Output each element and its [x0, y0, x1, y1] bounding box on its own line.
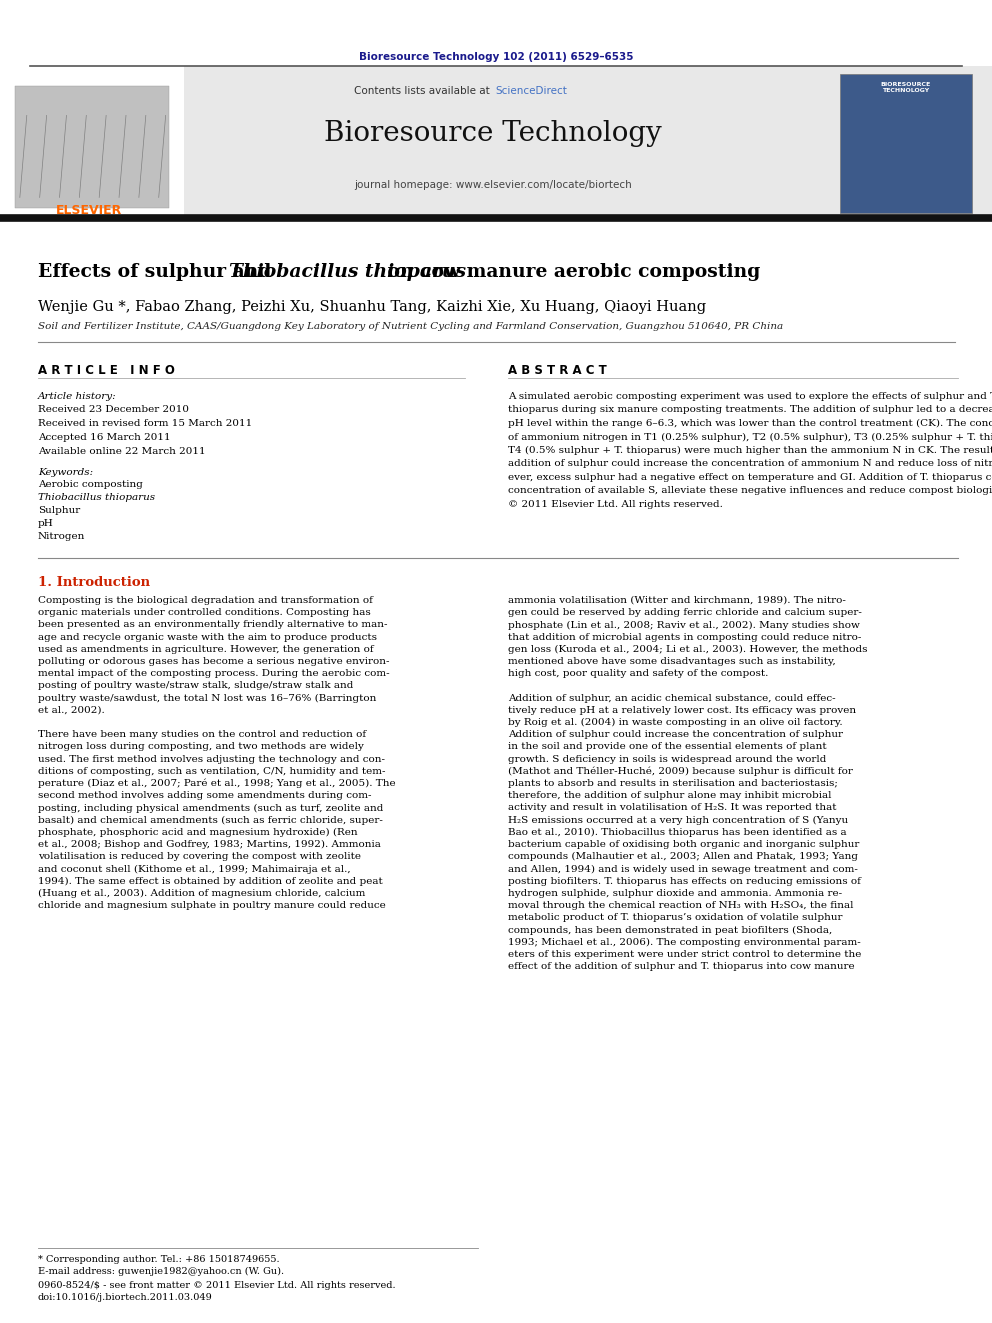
Text: tively reduce pH at a relatively lower cost. Its efficacy was proven: tively reduce pH at a relatively lower c… — [508, 705, 856, 714]
Text: Bioresource Technology 102 (2011) 6529–6535: Bioresource Technology 102 (2011) 6529–6… — [359, 52, 633, 62]
Text: concentration of available S, alleviate these negative influences and reduce com: concentration of available S, alleviate … — [508, 487, 992, 496]
Text: used as amendments in agriculture. However, the generation of: used as amendments in agriculture. Howev… — [38, 644, 374, 654]
Text: Soil and Fertilizer Institute, CAAS/Guangdong Key Laboratory of Nutrient Cycling: Soil and Fertilizer Institute, CAAS/Guan… — [38, 321, 783, 331]
Text: Sulphur: Sulphur — [38, 505, 80, 515]
Text: hydrogen sulphide, sulphur dioxide and ammonia. Ammonia re-: hydrogen sulphide, sulphur dioxide and a… — [508, 889, 842, 898]
Text: A R T I C L E   I N F O: A R T I C L E I N F O — [38, 364, 175, 377]
Text: of ammonium nitrogen in T1 (0.25% sulphur), T2 (0.5% sulphur), T3 (0.25% sulphur: of ammonium nitrogen in T1 (0.25% sulphu… — [508, 433, 992, 442]
Text: (Huang et al., 2003). Addition of magnesium chloride, calcium: (Huang et al., 2003). Addition of magnes… — [38, 889, 365, 898]
Text: Composting is the biological degradation and transformation of: Composting is the biological degradation… — [38, 595, 373, 605]
Text: Nitrogen: Nitrogen — [38, 532, 85, 541]
Text: There have been many studies on the control and reduction of: There have been many studies on the cont… — [38, 730, 366, 740]
Text: on cow manure aerobic composting: on cow manure aerobic composting — [381, 263, 761, 280]
Text: Bao et al., 2010). Thiobacillus thioparus has been identified as a: Bao et al., 2010). Thiobacillus thioparu… — [508, 828, 846, 837]
Text: effect of the addition of sulphur and T. thioparus into cow manure: effect of the addition of sulphur and T.… — [508, 962, 855, 971]
Text: bacterium capable of oxidising both organic and inorganic sulphur: bacterium capable of oxidising both orga… — [508, 840, 859, 849]
Text: et al., 2008; Bishop and Godfrey, 1983; Martins, 1992). Ammonia: et al., 2008; Bishop and Godfrey, 1983; … — [38, 840, 381, 849]
Text: been presented as an environmentally friendly alternative to man-: been presented as an environmentally fri… — [38, 620, 388, 630]
Text: E-mail address: guwenjie1982@yahoo.cn (W. Gu).: E-mail address: guwenjie1982@yahoo.cn (W… — [38, 1267, 284, 1277]
Text: Addition of sulphur could increase the concentration of sulphur: Addition of sulphur could increase the c… — [508, 730, 843, 740]
Text: compounds (Malhautier et al., 2003; Allen and Phatak, 1993; Yang: compounds (Malhautier et al., 2003; Alle… — [508, 852, 858, 861]
Text: growth. S deficiency in soils is widespread around the world: growth. S deficiency in soils is widespr… — [508, 754, 826, 763]
Text: compounds, has been demonstrated in peat biofilters (Shoda,: compounds, has been demonstrated in peat… — [508, 925, 832, 934]
Text: Contents lists available at: Contents lists available at — [354, 86, 493, 97]
Text: Wenjie Gu *, Fabao Zhang, Peizhi Xu, Shuanhu Tang, Kaizhi Xie, Xu Huang, Qiaoyi : Wenjie Gu *, Fabao Zhang, Peizhi Xu, Shu… — [38, 300, 706, 314]
Text: activity and result in volatilisation of H₂S. It was reported that: activity and result in volatilisation of… — [508, 803, 836, 812]
Text: * Corresponding author. Tel.: +86 15018749655.: * Corresponding author. Tel.: +86 150187… — [38, 1256, 280, 1263]
Text: poultry waste/sawdust, the total N lost was 16–76% (Barrington: poultry waste/sawdust, the total N lost … — [38, 693, 376, 703]
Text: plants to absorb and results in sterilisation and bacteriostasis;: plants to absorb and results in sterilis… — [508, 779, 838, 789]
Text: volatilisation is reduced by covering the compost with zeolite: volatilisation is reduced by covering th… — [38, 852, 361, 861]
Text: ammonia volatilisation (Witter and kirchmann, 1989). The nitro-: ammonia volatilisation (Witter and kirch… — [508, 595, 846, 605]
Bar — [840, 74, 972, 213]
Text: Received 23 December 2010: Received 23 December 2010 — [38, 405, 189, 414]
Text: pH: pH — [38, 519, 54, 528]
Text: pH level within the range 6–6.3, which was lower than the control treatment (CK): pH level within the range 6–6.3, which w… — [508, 419, 992, 429]
Text: mentioned above have some disadvantages such as instability,: mentioned above have some disadvantages … — [508, 658, 835, 665]
Text: (Mathot and Théller-Huché, 2009) because sulphur is difficult for: (Mathot and Théller-Huché, 2009) because… — [508, 767, 853, 777]
Text: Thiobacillus thioparus: Thiobacillus thioparus — [229, 263, 466, 280]
Text: metabolic product of T. thioparus’s oxidation of volatile sulphur: metabolic product of T. thioparus’s oxid… — [508, 913, 842, 922]
Text: gen could be reserved by adding ferric chloride and calcium super-: gen could be reserved by adding ferric c… — [508, 609, 862, 618]
Text: ditions of composting, such as ventilation, C/N, humidity and tem-: ditions of composting, such as ventilati… — [38, 767, 386, 775]
Text: journal homepage: www.elsevier.com/locate/biortech: journal homepage: www.elsevier.com/locat… — [354, 180, 632, 191]
Text: Article history:: Article history: — [38, 392, 117, 401]
Text: perature (Diaz et al., 2007; Paré et al., 1998; Yang et al., 2005). The: perature (Diaz et al., 2007; Paré et al.… — [38, 779, 396, 789]
Text: et al., 2002).: et al., 2002). — [38, 705, 105, 714]
Text: chloride and magnesium sulphate in poultry manure could reduce: chloride and magnesium sulphate in poult… — [38, 901, 386, 910]
Text: Bioresource Technology: Bioresource Technology — [324, 120, 662, 147]
Text: ever, excess sulphur had a negative effect on temperature and GI. Addition of T.: ever, excess sulphur had a negative effe… — [508, 474, 992, 482]
Text: polluting or odorous gases has become a serious negative environ-: polluting or odorous gases has become a … — [38, 658, 390, 665]
Text: A B S T R A C T: A B S T R A C T — [508, 364, 607, 377]
Text: organic materials under controlled conditions. Composting has: organic materials under controlled condi… — [38, 609, 371, 618]
Text: gen loss (Kuroda et al., 2004; Li et al., 2003). However, the methods: gen loss (Kuroda et al., 2004; Li et al.… — [508, 644, 867, 654]
Text: Received in revised form 15 March 2011: Received in revised form 15 March 2011 — [38, 419, 252, 429]
Text: Aerobic composting: Aerobic composting — [38, 480, 143, 490]
Text: addition of sulphur could increase the concentration of ammonium N and reduce lo: addition of sulphur could increase the c… — [508, 459, 992, 468]
Text: Thiobacillus thioparus: Thiobacillus thioparus — [38, 493, 155, 501]
Text: high cost, poor quality and safety of the compost.: high cost, poor quality and safety of th… — [508, 669, 769, 679]
Text: thioparus during six manure composting treatments. The addition of sulphur led t: thioparus during six manure composting t… — [508, 406, 992, 414]
Text: by Roig et al. (2004) in waste composting in an olive oil factory.: by Roig et al. (2004) in waste compostin… — [508, 718, 842, 728]
Text: A simulated aerobic composting experiment was used to explore the effects of sul: A simulated aerobic composting experimen… — [508, 392, 992, 401]
Text: Accepted 16 March 2011: Accepted 16 March 2011 — [38, 433, 171, 442]
Text: and Allen, 1994) and is widely used in sewage treatment and com-: and Allen, 1994) and is widely used in s… — [508, 864, 858, 873]
Text: and coconut shell (Kithome et al., 1999; Mahimairaja et al.,: and coconut shell (Kithome et al., 1999;… — [38, 864, 350, 873]
Text: © 2011 Elsevier Ltd. All rights reserved.: © 2011 Elsevier Ltd. All rights reserved… — [508, 500, 723, 509]
Bar — [0, 66, 184, 218]
Text: ELSEVIER: ELSEVIER — [57, 204, 122, 217]
Text: 0960-8524/$ - see front matter © 2011 Elsevier Ltd. All rights reserved.: 0960-8524/$ - see front matter © 2011 El… — [38, 1281, 396, 1290]
Text: posting biofilters. T. thioparus has effects on reducing emissions of: posting biofilters. T. thioparus has eff… — [508, 877, 861, 885]
Text: 1993; Michael et al., 2006). The composting environmental param-: 1993; Michael et al., 2006). The compost… — [508, 938, 861, 947]
Bar — [0, 66, 992, 218]
Text: basalt) and chemical amendments (such as ferric chloride, super-: basalt) and chemical amendments (such as… — [38, 815, 383, 824]
Bar — [15, 86, 169, 208]
Text: Effects of sulphur and: Effects of sulphur and — [38, 263, 278, 280]
Text: Keywords:: Keywords: — [38, 468, 93, 478]
Text: phosphate (Lin et al., 2008; Raviv et al., 2002). Many studies show: phosphate (Lin et al., 2008; Raviv et al… — [508, 620, 860, 630]
Text: ScienceDirect: ScienceDirect — [495, 86, 566, 97]
Text: Available online 22 March 2011: Available online 22 March 2011 — [38, 447, 205, 456]
Text: 1994). The same effect is obtained by addition of zeolite and peat: 1994). The same effect is obtained by ad… — [38, 877, 383, 885]
Text: eters of this experiment were under strict control to determine the: eters of this experiment were under stri… — [508, 950, 861, 959]
Text: BIORESOURCE
TECHNOLOGY: BIORESOURCE TECHNOLOGY — [881, 82, 930, 93]
Text: nitrogen loss during composting, and two methods are widely: nitrogen loss during composting, and two… — [38, 742, 364, 751]
Text: posting, including physical amendments (such as turf, zeolite and: posting, including physical amendments (… — [38, 803, 383, 812]
Text: moval through the chemical reaction of NH₃ with H₂SO₄, the final: moval through the chemical reaction of N… — [508, 901, 853, 910]
Text: doi:10.1016/j.biortech.2011.03.049: doi:10.1016/j.biortech.2011.03.049 — [38, 1293, 212, 1302]
Text: second method involves adding some amendments during com-: second method involves adding some amend… — [38, 791, 371, 800]
Text: that addition of microbial agents in composting could reduce nitro-: that addition of microbial agents in com… — [508, 632, 861, 642]
Text: therefore, the addition of sulphur alone may inhibit microbial: therefore, the addition of sulphur alone… — [508, 791, 831, 800]
Text: H₂S emissions occurred at a very high concentration of S (Yanyu: H₂S emissions occurred at a very high co… — [508, 815, 848, 824]
Text: 1. Introduction: 1. Introduction — [38, 576, 150, 589]
Text: in the soil and provide one of the essential elements of plant: in the soil and provide one of the essen… — [508, 742, 826, 751]
Text: mental impact of the composting process. During the aerobic com-: mental impact of the composting process.… — [38, 669, 390, 679]
Text: posting of poultry waste/straw stalk, sludge/straw stalk and: posting of poultry waste/straw stalk, sl… — [38, 681, 353, 691]
Text: age and recycle organic waste with the aim to produce products: age and recycle organic waste with the a… — [38, 632, 377, 642]
Text: Addition of sulphur, an acidic chemical substance, could effec-: Addition of sulphur, an acidic chemical … — [508, 693, 835, 703]
Text: phosphate, phosphoric acid and magnesium hydroxide) (Ren: phosphate, phosphoric acid and magnesium… — [38, 828, 358, 837]
Text: T4 (0.5% sulphur + T. thioparus) were much higher than the ammonium N in CK. The: T4 (0.5% sulphur + T. thioparus) were mu… — [508, 446, 992, 455]
Text: used. The first method involves adjusting the technology and con-: used. The first method involves adjustin… — [38, 754, 385, 763]
